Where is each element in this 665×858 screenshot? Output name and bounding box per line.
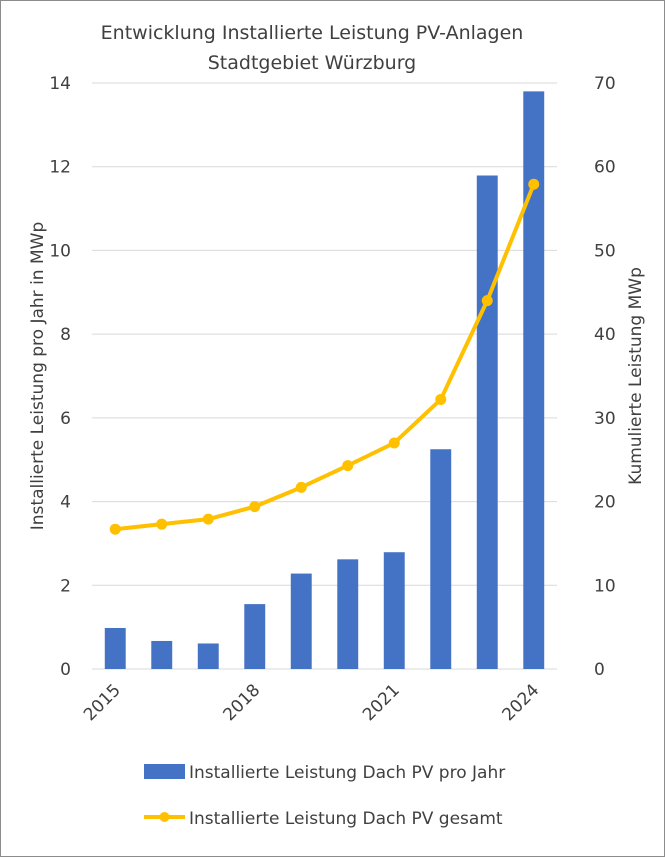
x-tick-label: 2018: [220, 680, 265, 725]
left-tick-label: 10: [49, 241, 71, 261]
line-point-2024[interactable]: [528, 178, 540, 190]
bar-series: [104, 91, 545, 670]
line-point-2023[interactable]: [481, 295, 493, 307]
line-point-2021[interactable]: [388, 437, 400, 449]
legend-item-bar[interactable]: Installierte Leistung Dach PV pro Jahr: [144, 763, 505, 783]
right-tick-label: 70: [594, 74, 616, 94]
line-point-2022[interactable]: [435, 393, 447, 405]
bar-2023[interactable]: [476, 175, 498, 670]
bar-2022[interactable]: [430, 449, 452, 669]
left-tick-label: 2: [60, 576, 71, 596]
bar-2016[interactable]: [151, 640, 173, 669]
right-tick-label: 50: [594, 241, 616, 261]
line-point-2018[interactable]: [249, 501, 261, 513]
x-axis-ticks: 2015 2018 2021 2024: [80, 680, 543, 725]
right-tick-label: 60: [594, 158, 616, 178]
legend: Installierte Leistung Dach PV pro Jahr I…: [144, 763, 505, 829]
left-tick-label: 14: [49, 74, 71, 94]
right-axis-ticks: 0 10 20 30 40 50 60 70: [594, 74, 616, 680]
bar-2018[interactable]: [244, 604, 266, 669]
x-tick-label: 2015: [80, 680, 125, 725]
right-tick-label: 40: [594, 325, 616, 345]
legend-label-bar: Installierte Leistung Dach PV pro Jahr: [189, 763, 505, 783]
line-point-2015[interactable]: [109, 523, 121, 535]
right-axis-title: Kumulierte Leistung MWp: [626, 267, 646, 485]
chart-title-line-2: Stadtgebiet Würzburg: [208, 52, 417, 74]
gridlines: [92, 82, 557, 670]
legend-swatch-marker: [159, 812, 170, 822]
right-tick-label: 20: [594, 493, 616, 513]
chart-title-line-1: Entwicklung Installierte Leistung PV-Anl…: [101, 22, 524, 44]
left-tick-label: 6: [60, 409, 71, 429]
x-tick-label: 2024: [499, 680, 544, 725]
bar-2024[interactable]: [523, 91, 545, 669]
line-point-2019[interactable]: [295, 481, 307, 493]
left-tick-label: 12: [49, 158, 71, 178]
legend-swatch-bar: [144, 764, 185, 779]
bar-2019[interactable]: [290, 573, 312, 669]
bar-2015[interactable]: [104, 627, 126, 669]
right-tick-label: 10: [594, 576, 616, 596]
right-tick-label: 0: [594, 660, 605, 680]
line-point-2020[interactable]: [342, 460, 354, 472]
left-axis-title: Installierte Leistung pro Jahr in MWp: [28, 222, 48, 530]
line-point-2016[interactable]: [156, 518, 168, 530]
bar-2017[interactable]: [197, 643, 219, 669]
legend-item-line[interactable]: Installierte Leistung Dach PV gesamt: [144, 809, 503, 829]
left-tick-label: 8: [60, 325, 71, 345]
line-path: [115, 183, 536, 532]
x-tick-label: 2021: [359, 680, 404, 725]
legend-label-line: Installierte Leistung Dach PV gesamt: [189, 809, 503, 829]
left-tick-label: 4: [60, 493, 71, 513]
line-series: [109, 178, 540, 535]
right-tick-label: 30: [594, 409, 616, 429]
line-point-2017[interactable]: [202, 513, 214, 525]
left-tick-label: 0: [60, 660, 71, 680]
bar-2020[interactable]: [337, 559, 359, 669]
bar-2021[interactable]: [383, 552, 405, 669]
left-axis-ticks: 0 2 4 6 8 10 12 14: [49, 74, 71, 680]
